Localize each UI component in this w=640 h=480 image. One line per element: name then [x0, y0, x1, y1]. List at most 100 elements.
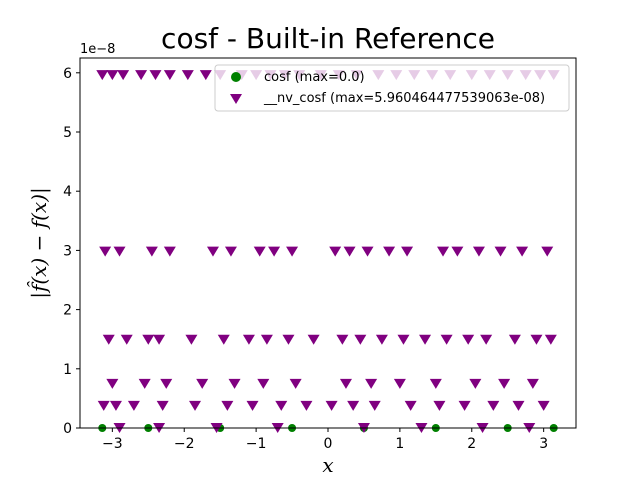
y-tick-label: 2 [63, 303, 72, 319]
legend-marker-nv-cosf [230, 94, 242, 104]
data-point [383, 246, 396, 257]
data-point [404, 400, 417, 411]
data-point [440, 334, 453, 345]
data-point [242, 334, 255, 345]
data-point [289, 378, 302, 389]
data-point [185, 334, 198, 345]
data-point [347, 400, 360, 411]
data-point [480, 334, 493, 345]
x-tick-label: 3 [539, 436, 548, 452]
x-axis-label: x [322, 453, 333, 477]
y-axis-ticks: 0 1 2 3 4 5 6 [63, 66, 80, 437]
data-point [163, 70, 176, 81]
data-point [516, 246, 529, 257]
data-point [361, 246, 374, 257]
data-point [97, 400, 110, 411]
data-point [228, 378, 241, 389]
x-tick-label: −3 [102, 436, 123, 452]
data-point [224, 246, 237, 257]
data-point [282, 334, 295, 345]
data-point [160, 378, 173, 389]
data-point [286, 246, 299, 257]
data-point [343, 246, 356, 257]
data-point [469, 378, 482, 389]
data-point [462, 334, 475, 345]
data-point [512, 400, 525, 411]
y-tick-label: 0 [63, 421, 72, 437]
data-point [113, 246, 126, 257]
data-point [268, 246, 281, 257]
data-point [106, 70, 119, 81]
data-point [181, 70, 194, 81]
legend-box [214, 64, 570, 112]
data-point [300, 400, 313, 411]
data-point [196, 378, 209, 389]
y-tick-label: 4 [63, 184, 72, 200]
data-point [307, 334, 320, 345]
data-point [246, 400, 259, 411]
data-point [472, 246, 485, 257]
data-point [530, 334, 543, 345]
x-tick-label: 0 [324, 436, 333, 452]
data-point [102, 334, 115, 345]
data-point [393, 378, 406, 389]
data-point [221, 400, 234, 411]
data-point [375, 334, 388, 345]
data-point [354, 334, 367, 345]
data-point [149, 70, 162, 81]
legend-label-cosf: cosf (max=0.0) [264, 70, 365, 85]
y-tick-label: 1 [63, 362, 72, 378]
data-point [99, 246, 112, 257]
data-point [325, 400, 338, 411]
data-point [189, 400, 202, 411]
x-tick-label: 1 [395, 436, 404, 452]
data-point [96, 70, 109, 81]
y-axis-offset-label: 1e−8 [80, 42, 115, 57]
data-point [397, 334, 410, 345]
data-point [329, 246, 342, 257]
data-point [117, 70, 130, 81]
data-point [138, 378, 151, 389]
data-point [145, 246, 158, 257]
chart-legend: cosf (max=0.0) __nv_cosf (max=5.96046447… [214, 64, 570, 112]
data-point [458, 400, 471, 411]
data-point [257, 378, 270, 389]
data-point [206, 246, 219, 257]
data-point [508, 334, 521, 345]
y-axis-label: |f̂(x) − f(x)| [27, 187, 52, 299]
data-point [419, 334, 432, 345]
data-point [487, 400, 500, 411]
data-point [365, 378, 378, 389]
data-point [109, 400, 122, 411]
data-point [142, 334, 155, 345]
x-tick-label: −2 [174, 436, 195, 452]
data-point [494, 246, 507, 257]
data-point [498, 378, 511, 389]
data-point [217, 334, 230, 345]
legend-label-nv-cosf: __nv_cosf (max=5.960464477539063e-08) [263, 91, 545, 106]
data-point [156, 400, 169, 411]
data-point [433, 400, 446, 411]
data-point [127, 400, 140, 411]
data-point [537, 400, 550, 411]
data-point [153, 334, 166, 345]
chart-title: cosf - Built-in Reference [161, 22, 495, 55]
data-point [429, 378, 442, 389]
data-point [253, 246, 266, 257]
data-point [163, 246, 176, 257]
data-point [541, 246, 554, 257]
data-point [275, 400, 288, 411]
data-point [120, 334, 133, 345]
y-tick-label: 3 [63, 243, 72, 259]
y-tick-label: 6 [63, 66, 72, 82]
data-point [106, 378, 119, 389]
data-point [544, 334, 557, 345]
data-point [135, 70, 148, 81]
data-point [260, 334, 273, 345]
data-point [339, 378, 352, 389]
data-point [368, 400, 381, 411]
data-point [526, 378, 539, 389]
data-point [437, 246, 450, 257]
legend-marker-cosf [231, 72, 241, 82]
